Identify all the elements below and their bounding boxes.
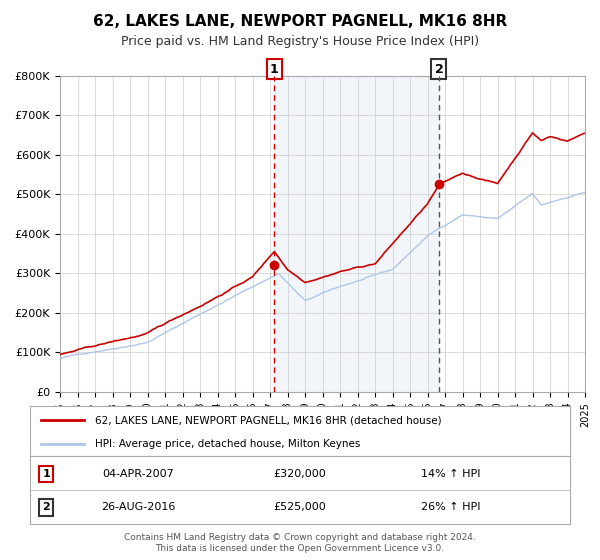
Text: 2: 2 [434, 63, 443, 76]
Text: 04-APR-2007: 04-APR-2007 [102, 469, 174, 479]
Text: £320,000: £320,000 [274, 469, 326, 479]
Text: Contains HM Land Registry data © Crown copyright and database right 2024.: Contains HM Land Registry data © Crown c… [124, 533, 476, 542]
Text: 1: 1 [43, 469, 50, 479]
Text: 62, LAKES LANE, NEWPORT PAGNELL, MK16 8HR (detached house): 62, LAKES LANE, NEWPORT PAGNELL, MK16 8H… [95, 415, 442, 425]
Text: £525,000: £525,000 [274, 502, 326, 512]
Text: 14% ↑ HPI: 14% ↑ HPI [421, 469, 481, 479]
Text: 26% ↑ HPI: 26% ↑ HPI [421, 502, 481, 512]
Text: HPI: Average price, detached house, Milton Keynes: HPI: Average price, detached house, Milt… [95, 439, 360, 449]
Text: Price paid vs. HM Land Registry's House Price Index (HPI): Price paid vs. HM Land Registry's House … [121, 35, 479, 48]
Text: 62, LAKES LANE, NEWPORT PAGNELL, MK16 8HR: 62, LAKES LANE, NEWPORT PAGNELL, MK16 8H… [93, 14, 507, 29]
Bar [274, 76, 439, 392]
Text: This data is licensed under the Open Government Licence v3.0.: This data is licensed under the Open Gov… [155, 544, 445, 553]
Text: 26-AUG-2016: 26-AUG-2016 [101, 502, 175, 512]
Text: 1: 1 [270, 63, 279, 76]
Text: 2: 2 [43, 502, 50, 512]
